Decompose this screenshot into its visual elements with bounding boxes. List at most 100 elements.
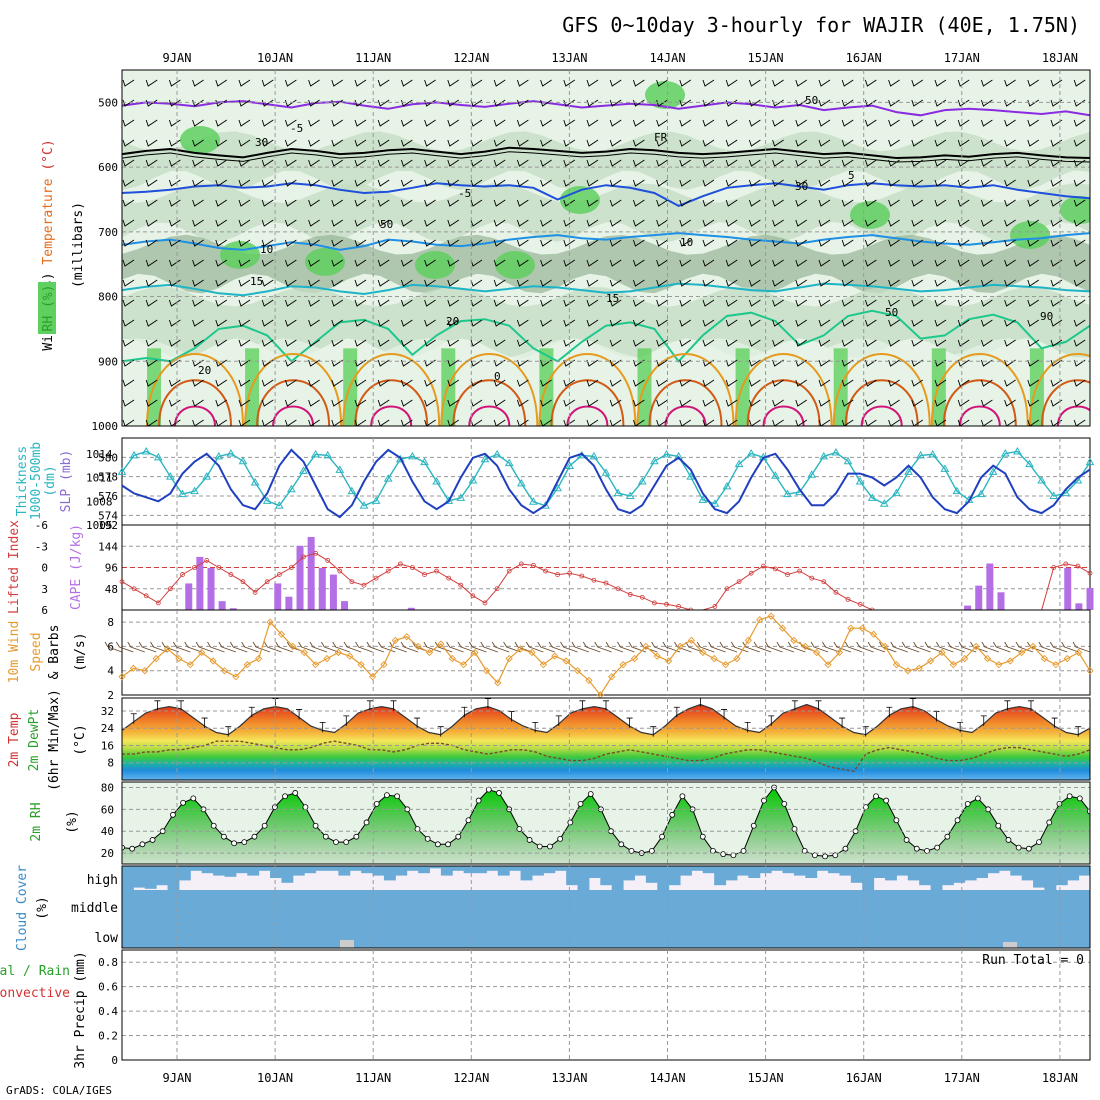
cloud-bar: [577, 866, 590, 890]
wind-barb: [238, 399, 251, 407]
wind-barb: [516, 359, 529, 367]
cloud-bar: [953, 890, 966, 920]
wind-barb: [192, 119, 204, 127]
wind-barb: [284, 279, 297, 287]
rh2m-point: [699, 833, 706, 840]
wind-barb: [702, 239, 715, 247]
cloud-bar: [1067, 866, 1080, 881]
wind-barb: [748, 399, 761, 407]
wind-barb: [632, 179, 645, 187]
wind-speed-point: [1063, 654, 1071, 663]
wind-barb: [145, 379, 158, 387]
wind-tick: 8: [107, 616, 114, 629]
cloud-bar: [520, 890, 533, 920]
wind-barb: [748, 359, 761, 367]
side-label: (6hr Min/Max): [47, 689, 62, 791]
wind-barb: [911, 119, 924, 127]
wind-barb: [888, 299, 900, 307]
wind-speed-point: [277, 630, 286, 638]
temp-tick: 24: [101, 722, 115, 735]
wind-barb: [400, 179, 413, 187]
top-date-label: 11JAN: [355, 51, 391, 65]
cloud-bar: [1044, 890, 1057, 920]
cloud-bar: [372, 920, 385, 948]
cloud-bar: [793, 920, 806, 948]
wind-barb: [1004, 279, 1016, 287]
wind-barb: [841, 179, 854, 187]
surface-wind-barb: [548, 641, 567, 653]
isotherm-loop: [762, 405, 805, 426]
wind-barb: [632, 359, 645, 367]
precip-bg: [122, 950, 1090, 1060]
cloud-bar: [201, 920, 214, 948]
wind-barb: [586, 379, 599, 387]
wind-barb: [702, 179, 715, 187]
wind-barb: [586, 319, 599, 327]
wind-barb: [748, 259, 761, 267]
wind-barb: [702, 159, 715, 167]
isotherm-loop: [342, 353, 441, 426]
wind-barb: [516, 339, 529, 347]
wind-barb: [818, 339, 831, 347]
cape-bar: [185, 583, 193, 610]
wind-barb: [238, 299, 251, 307]
wind-barb: [238, 99, 251, 107]
cloud-bar: [304, 890, 317, 920]
cloud-bar: [634, 920, 647, 948]
isotherm-line: [122, 100, 1090, 117]
isotherm-loop: [844, 379, 919, 426]
wind-barb: [122, 359, 135, 367]
rh2m-point: [180, 799, 187, 806]
wind-barb: [215, 179, 228, 187]
wind-barb: [145, 219, 158, 227]
wind-barb: [934, 359, 947, 367]
temp-minmax-bar: [815, 700, 822, 711]
wind-speed-point: [915, 664, 923, 672]
cloud-bar: [531, 890, 544, 920]
wind-barb: [447, 319, 460, 327]
wind-speed-point: [756, 616, 764, 624]
temp-minmax-bar: [461, 706, 468, 718]
cloud-bar: [178, 890, 191, 920]
wind-speed-point: [892, 661, 901, 669]
rh2m-point: [975, 795, 981, 802]
isotherm-loop: [636, 353, 735, 426]
wind-barb: [1004, 139, 1016, 147]
rh2m-point: [384, 792, 390, 799]
cloud-bar: [258, 920, 271, 948]
thickness-point: [1085, 457, 1095, 466]
temp-minmax-bar: [626, 717, 633, 729]
surface-wind-barb: [787, 641, 806, 653]
wind-barb: [470, 359, 483, 367]
wind-barb: [284, 159, 297, 167]
wind-barb: [911, 139, 924, 147]
wind-barb: [725, 239, 738, 247]
surface-wind-barb: [1061, 641, 1079, 653]
wind-barb: [679, 319, 692, 327]
rh-contour-label: 30: [255, 136, 268, 149]
isotherm-loop: [1056, 405, 1090, 426]
pressure-tick: 900: [98, 355, 118, 368]
cloud-bar: [235, 890, 248, 920]
wind-barb: [354, 399, 367, 407]
surface-wind-barb: [1049, 641, 1068, 653]
cloud-bar: [907, 920, 920, 948]
wind-barb: [400, 259, 413, 267]
wind-barb: [424, 239, 436, 247]
lifted-point: [228, 572, 234, 577]
wind-speed-point: [983, 654, 992, 663]
wind-barb: [980, 379, 993, 387]
pressure-tick: 500: [98, 96, 118, 109]
isotherm-loop: [860, 405, 903, 426]
side-label: Speed: [29, 632, 44, 671]
side-label-part: Thickness: [15, 446, 30, 516]
wind-barb: [1027, 319, 1040, 327]
wind-barb: [864, 159, 877, 167]
wind-barb: [354, 319, 367, 327]
wind-speed-point: [733, 654, 741, 663]
wind-barb: [354, 339, 367, 347]
wind-barb: [1004, 79, 1016, 87]
lifted-point: [192, 565, 198, 570]
wind-barb: [261, 319, 274, 327]
wind-barb: [145, 339, 158, 347]
